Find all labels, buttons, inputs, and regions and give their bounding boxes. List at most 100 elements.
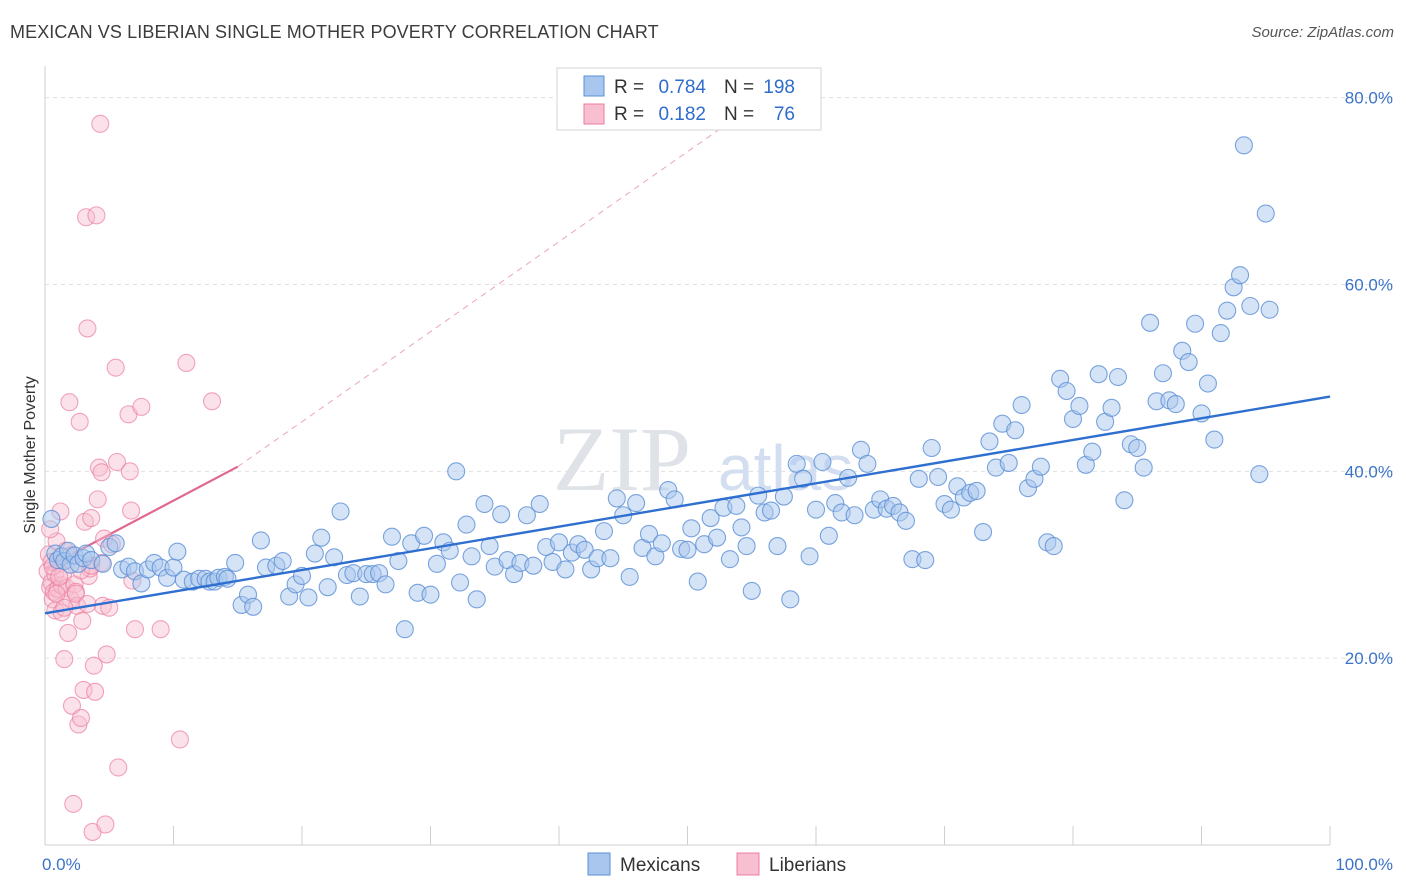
mexicans-point-101	[652, 534, 671, 553]
liberians-point-59	[125, 620, 144, 639]
mexicans-point-128	[819, 526, 838, 545]
mexicans-point-153	[980, 432, 999, 451]
mexicans-point-14	[106, 534, 125, 553]
x-tick-labels: 0.0% 100.0%	[42, 855, 1393, 874]
liberians-point-42	[88, 490, 107, 509]
mexicans-point-147	[941, 500, 960, 519]
liberians-point-69	[55, 598, 74, 617]
liberians-point-49	[97, 645, 116, 664]
mexicans-point-109	[701, 508, 720, 528]
liberians-point-22	[62, 696, 82, 715]
liberians-point-48	[96, 815, 115, 834]
mexicans-point-71	[462, 547, 481, 566]
bottom-legend-liberians: Liberians	[769, 855, 846, 876]
mexicans-point-34	[226, 553, 245, 572]
legend-r-label-mexicans: R =	[614, 77, 644, 98]
mexicans-point-145	[929, 467, 948, 486]
mexicans-point-105	[678, 540, 697, 559]
mexicans-point-58	[382, 527, 402, 546]
mexicans-point-122	[781, 590, 800, 609]
y-tick-labels: 20.0% 40.0% 60.0% 80.0%	[1345, 89, 1393, 668]
mexicans-trend-line	[44, 395, 1331, 615]
mexicans-point-157	[1006, 421, 1025, 440]
mexicans-point-158	[1012, 395, 1031, 415]
mexicans-point-94	[607, 489, 626, 508]
mexicans-point-161	[1031, 457, 1050, 476]
mexicans-point-194	[1241, 296, 1260, 316]
mexicans-point-48	[318, 578, 337, 597]
liberians-point-52	[106, 358, 125, 377]
mexicans-point-47	[312, 528, 331, 547]
mexicans-point-115	[737, 537, 756, 556]
mexicans-point-99	[639, 524, 659, 543]
axes	[44, 66, 1331, 846]
mexicans-point-81	[524, 556, 543, 575]
mexicans-point-127	[813, 452, 832, 472]
liberians-point-53	[107, 452, 127, 472]
liberians-point-23	[64, 794, 83, 813]
series-legend: Mexicans Liberians	[587, 852, 846, 876]
mexicans-point-0	[42, 509, 61, 529]
legend-r-label-liberians: R =	[614, 104, 644, 125]
mexicans-point-82	[530, 494, 549, 514]
watermark: ZIP atlas	[553, 408, 853, 510]
mexicans-point-192	[1231, 266, 1250, 285]
liberians-point-54	[109, 758, 128, 777]
mexicans-point-193	[1234, 136, 1253, 155]
liberians-point-64	[203, 392, 222, 411]
liberians-point-39	[84, 656, 103, 675]
mexicans-point-113	[727, 496, 746, 515]
y-tick-label-1: 40.0%	[1345, 462, 1393, 481]
liberians-point-16	[55, 650, 74, 669]
liberians-point-37	[82, 508, 101, 528]
mexicans-point-178	[1141, 313, 1160, 332]
mexicans-point-53	[350, 587, 369, 606]
mexicans-point-50	[331, 502, 350, 521]
mexicans-point-142	[909, 469, 928, 488]
mexicans-point-85	[549, 533, 569, 552]
mexicans-point-185	[1186, 314, 1205, 333]
mexicans-point-114	[732, 518, 751, 537]
mexicans-point-117	[749, 486, 768, 505]
mexicans-point-107	[688, 572, 707, 591]
mexicans-point-106	[682, 519, 701, 538]
legend-swatch-mexicans	[583, 75, 605, 97]
mexicans-point-124	[794, 469, 813, 488]
mexicans-point-41	[273, 551, 292, 571]
mexicans-point-110	[708, 528, 727, 547]
mexicans-point-45	[299, 588, 318, 607]
gridlines	[45, 97, 1393, 659]
mexicans-point-174	[1115, 491, 1134, 510]
mexicans-point-89	[575, 540, 594, 559]
liberians-point-44	[91, 114, 110, 133]
liberians-point-31	[74, 680, 93, 699]
mexicans-point-188	[1205, 430, 1224, 449]
mexicans-point-93	[601, 549, 620, 568]
x-tick-label-0: 0.0%	[42, 855, 81, 874]
mexicans-point-76	[492, 505, 511, 524]
mexicans-point-92	[594, 522, 614, 541]
mexicans-point-60	[395, 620, 414, 639]
bottom-legend-mexicans: Mexicans	[620, 855, 700, 876]
liberians-point-57	[122, 501, 141, 520]
mexicans-point-190	[1218, 301, 1237, 320]
mexicans-point-177	[1134, 458, 1153, 477]
mexicans-point-132	[845, 506, 864, 525]
bottom-legend-swatch-mexicans	[587, 852, 611, 876]
mexicans-point-176	[1128, 438, 1147, 458]
liberians-point-56	[120, 462, 139, 481]
mexicans-point-57	[376, 575, 395, 594]
mexicans-point-172	[1102, 398, 1121, 417]
mexicans-point-143	[916, 551, 935, 570]
mexicans-point-180	[1153, 364, 1172, 383]
legend-n-value-liberians: 76	[774, 104, 795, 125]
liberians-point-43	[89, 458, 109, 477]
mexicans-point-123	[787, 454, 806, 473]
mexicans-point-189	[1211, 324, 1230, 343]
liberians-point-45	[92, 463, 111, 482]
legend-swatch-liberians	[583, 103, 605, 125]
mexicans-point-173	[1108, 367, 1128, 387]
mexicans-point-182	[1166, 395, 1185, 414]
liberians-point-30	[73, 611, 92, 630]
